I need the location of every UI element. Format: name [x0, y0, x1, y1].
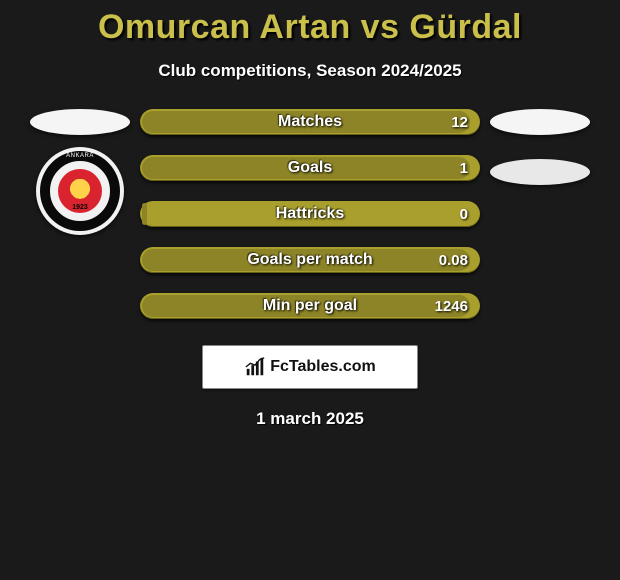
stat-value-right: 1246 — [435, 298, 468, 315]
stat-value-right: 1 — [460, 160, 468, 177]
stat-bars: Matches 12 Goals 1 Hattricks 0 Goals per match… — [140, 109, 480, 319]
body-row: ANKARA 1923 Matches 12 Goals 1 Hattricks 0 Goa… — [0, 109, 620, 319]
stat-bar: Hattricks 0 — [140, 201, 480, 227]
stat-bar: Matches 12 — [140, 109, 480, 135]
page-subtitle: Club competitions, Season 2024/2025 — [158, 61, 461, 81]
stat-label: Goals per match — [247, 251, 372, 269]
brand-box[interactable]: FcTables.com — [202, 345, 418, 389]
right-player-ellipse-bottom — [490, 159, 590, 185]
stat-label: Matches — [278, 113, 342, 131]
stat-label: Goals — [288, 159, 332, 177]
stat-bar: Min per goal 1246 — [140, 293, 480, 319]
badge-year: 1923 — [72, 204, 88, 211]
left-player-col: ANKARA 1923 — [20, 109, 140, 235]
date-label: 1 march 2025 — [256, 409, 364, 429]
right-player-col — [480, 109, 600, 185]
badge-ring-text: ANKARA — [36, 153, 124, 159]
brand-text: FcTables.com — [270, 358, 376, 376]
stat-value-right: 0 — [460, 206, 468, 223]
right-player-ellipse-top — [490, 109, 590, 135]
stat-label: Min per goal — [263, 297, 357, 315]
stat-bar: Goals per match 0.08 — [140, 247, 480, 273]
stat-bar: Goals 1 — [140, 155, 480, 181]
stat-label: Hattricks — [276, 205, 344, 223]
comparison-infographic: Omurcan Artan vs Gürdal Club competition… — [0, 0, 620, 580]
page-title: Omurcan Artan vs Gürdal — [98, 8, 522, 47]
stat-value-right: 12 — [451, 114, 468, 131]
left-player-ellipse — [30, 109, 130, 135]
stat-bar-fill — [142, 203, 147, 225]
brand-chart-icon — [244, 356, 266, 378]
left-club-badge: ANKARA 1923 — [36, 147, 124, 235]
stat-value-right: 0.08 — [439, 252, 468, 269]
badge-inner: 1923 — [58, 169, 102, 213]
